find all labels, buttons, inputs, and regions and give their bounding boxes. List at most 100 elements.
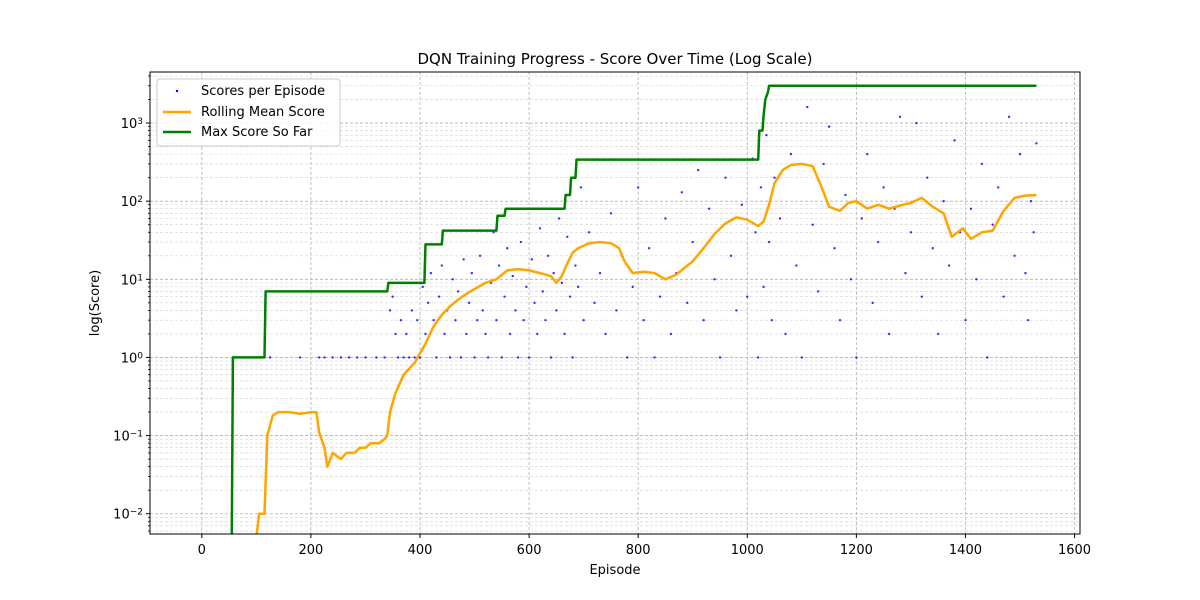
score-point (399, 318, 403, 322)
legend-box (156, 78, 341, 147)
score-point (454, 318, 457, 322)
score-point (664, 217, 667, 220)
score-point (759, 186, 763, 189)
score-point (497, 264, 501, 267)
score-point (882, 186, 885, 189)
score-point (323, 356, 326, 359)
x-tick-label: 1400 (949, 543, 982, 558)
score-point (718, 356, 722, 359)
score-point (557, 217, 561, 220)
score-point (669, 332, 673, 336)
score-point (519, 240, 523, 244)
y-tick-label: 101 (121, 273, 143, 288)
score-point (980, 162, 984, 166)
score-point (356, 356, 359, 359)
score-point (876, 240, 880, 244)
score-point (822, 162, 825, 166)
score-point (926, 176, 929, 179)
grid (150, 72, 1080, 534)
score-point (298, 356, 302, 359)
score-point (416, 318, 419, 322)
score-point (626, 356, 629, 359)
score-point (991, 223, 994, 226)
score-point (579, 186, 583, 189)
legend: Scores per Episode Rolling Mean Score Ma… (156, 78, 341, 147)
score-point (1024, 271, 1027, 275)
score-point (514, 309, 517, 312)
score-point (986, 356, 989, 359)
score-point (495, 318, 498, 322)
score-point (816, 290, 820, 293)
score-point (506, 247, 509, 250)
score-point (647, 247, 651, 250)
score-point (462, 258, 465, 261)
score-point (975, 278, 978, 281)
x-tick-label: 1000 (731, 543, 764, 558)
score-point (871, 301, 874, 305)
score-point (904, 271, 907, 275)
score-point (827, 125, 831, 128)
score-point (530, 258, 534, 261)
score-point (432, 318, 435, 322)
score-point (473, 356, 476, 359)
score-point (1029, 199, 1033, 203)
score-point (541, 290, 544, 293)
score-point (484, 332, 487, 336)
ticks: 0 200 400 600 800 1000 1200 1400 1600 10−2 10−1 100… (113, 75, 1091, 558)
score-point (756, 356, 760, 359)
score-point (383, 356, 386, 359)
x-tick-label: 600 (517, 543, 542, 558)
score-point (516, 356, 520, 359)
legend-max-label: Max Score So Far (201, 125, 313, 140)
score-point (713, 278, 716, 281)
score-point (568, 295, 572, 298)
score-point (942, 199, 945, 203)
score-point (833, 247, 836, 250)
score-point (481, 309, 484, 312)
x-tick-label: 1600 (1058, 543, 1091, 558)
score-point (268, 356, 272, 359)
x-tick-label: 200 (298, 543, 323, 558)
score-point (571, 356, 574, 359)
score-point (765, 133, 768, 137)
y-tick-label: 10−2 (113, 508, 143, 523)
legend-rolling-label: Rolling Mean Score (201, 105, 325, 120)
score-point (563, 332, 566, 336)
score-point (525, 285, 528, 289)
score-point (947, 264, 951, 267)
score-point (1002, 295, 1005, 298)
score-point (887, 332, 891, 336)
score-point (806, 105, 809, 109)
score-point (642, 318, 645, 322)
score-point (615, 309, 618, 312)
score-point (339, 356, 343, 359)
y-axis-label: log(Score) (88, 270, 103, 336)
score-point (394, 332, 397, 336)
score-point (604, 332, 607, 336)
score-point (800, 356, 804, 359)
y-tick-label: 100 (121, 351, 144, 366)
score-point (508, 332, 512, 336)
score-point (1018, 152, 1022, 156)
score-point (536, 332, 539, 336)
score-point (658, 295, 662, 298)
score-point (762, 285, 765, 289)
x-tick-label: 0 (198, 543, 206, 558)
score-point (437, 295, 441, 298)
score-point (593, 301, 596, 305)
score-point (702, 318, 705, 322)
score-point (582, 318, 585, 322)
score-point (402, 356, 405, 359)
score-point (347, 356, 351, 359)
score-point (478, 254, 482, 257)
data-layer (230, 84, 1038, 534)
score-point (773, 176, 776, 179)
score-point (931, 247, 934, 250)
score-point (969, 207, 973, 210)
score-point (413, 356, 416, 359)
score-point (964, 318, 967, 322)
score-point (754, 231, 757, 234)
chart-title: DQN Training Progress - Score Over Time … (418, 50, 813, 68)
score-point (405, 332, 408, 336)
score-point (560, 281, 564, 285)
